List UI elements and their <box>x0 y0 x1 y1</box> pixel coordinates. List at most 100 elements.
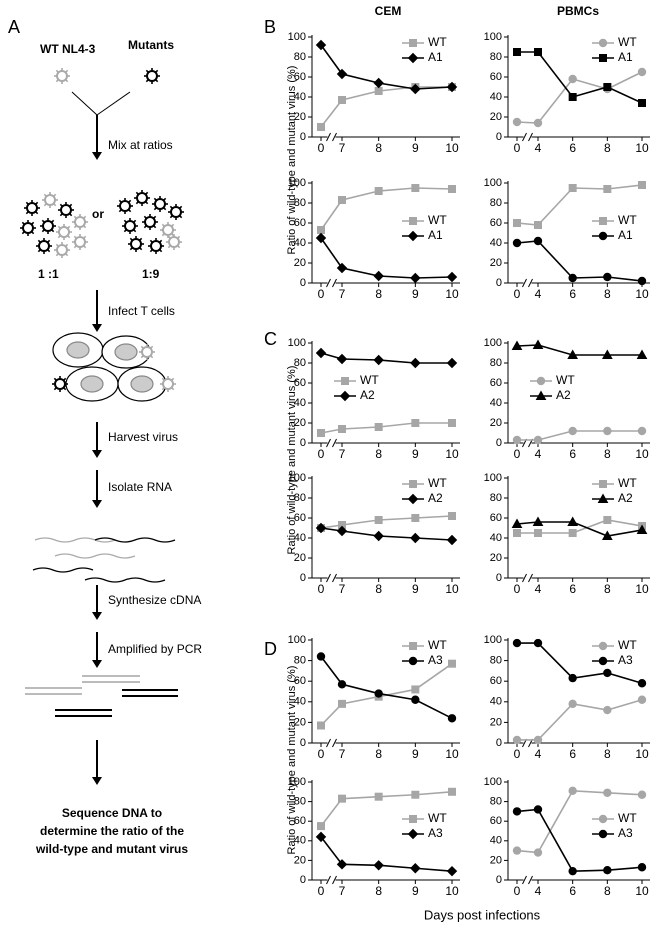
virus-body <box>119 200 131 212</box>
virus-icon <box>72 234 88 250</box>
virus-body <box>150 240 162 252</box>
axis-break <box>523 738 532 748</box>
y-tick-label: 100 <box>484 776 502 788</box>
y-tick-label: 0 <box>300 437 306 449</box>
y-tick-label: 60 <box>490 675 502 687</box>
data-point <box>598 656 608 666</box>
virus-icon <box>148 238 164 254</box>
data-point <box>374 187 383 195</box>
virus-icon <box>117 198 133 214</box>
legend-label: WT <box>428 35 447 49</box>
virus-body <box>162 378 174 390</box>
virus-body <box>54 378 66 390</box>
virus-icon <box>54 68 70 84</box>
arrow-head <box>92 612 102 620</box>
virus-body <box>124 220 136 232</box>
y-tick-label: 60 <box>490 815 502 827</box>
x-tick-label: 8 <box>375 287 382 301</box>
data-point <box>338 196 346 204</box>
data-point <box>317 429 325 437</box>
x-tick-label: 8 <box>604 884 611 898</box>
axis-break <box>332 132 337 142</box>
data-point <box>408 656 418 666</box>
axis-break <box>523 438 532 448</box>
step-label: Amplified by PCR <box>108 642 202 656</box>
data-point <box>637 790 647 799</box>
wt-label: WT NL4-3 <box>40 42 96 56</box>
axis-break <box>332 738 337 748</box>
data-point <box>601 349 613 359</box>
data-point <box>637 276 647 286</box>
data-point <box>317 226 325 234</box>
data-point <box>446 865 458 877</box>
virus-icon <box>24 200 40 216</box>
data-point <box>317 123 325 131</box>
series-line <box>516 240 643 282</box>
legend-label: A2 <box>618 491 633 505</box>
data-point <box>407 230 419 242</box>
series-line <box>320 86 452 128</box>
virus-body <box>42 220 54 232</box>
x-tick-label: 10 <box>635 747 649 761</box>
data-point <box>567 516 579 526</box>
axis-break <box>522 875 527 885</box>
x-tick-label: 8 <box>604 447 611 461</box>
data-point <box>448 787 456 796</box>
data-point <box>637 67 647 77</box>
y-tick-label: 60 <box>294 815 306 827</box>
virus-icon <box>58 202 74 218</box>
data-point <box>446 534 458 546</box>
data-point <box>533 435 543 445</box>
data-point <box>637 426 647 436</box>
x-tick-label: 10 <box>445 447 459 461</box>
x-tick-label: 10 <box>635 287 649 301</box>
x-tick-label: 7 <box>339 287 346 301</box>
y-tick-label: 80 <box>490 492 502 504</box>
diagram: WT NL4-3 Mutants Mix at ratios or 1 :1 1… <box>25 38 202 856</box>
data-point <box>446 81 458 93</box>
data-point <box>448 185 456 193</box>
virus-body <box>170 206 182 218</box>
data-point <box>410 83 421 95</box>
data-point <box>638 99 646 107</box>
virus-icon <box>56 224 72 240</box>
final-step: wild-type and mutant virus <box>35 842 188 856</box>
y-tick-label: 80 <box>490 197 502 209</box>
virus-icon <box>42 192 58 208</box>
data-point <box>341 377 349 385</box>
data-point <box>409 217 417 225</box>
data-point <box>568 74 577 84</box>
virus-body <box>74 216 86 228</box>
data-point <box>603 185 612 193</box>
axis-break <box>327 875 336 885</box>
y-tick-label: 20 <box>294 716 306 728</box>
virus-icon <box>52 376 68 392</box>
y-tick-label: 40 <box>294 237 306 249</box>
virus-body <box>146 70 158 82</box>
x-tick-label: 9 <box>412 747 419 761</box>
y-tick-label: 0 <box>496 131 502 143</box>
data-point <box>338 96 346 104</box>
data-point <box>407 493 419 505</box>
y-tick-label: 20 <box>490 716 502 728</box>
legend-label: A3 <box>618 826 633 840</box>
virus-body <box>56 70 68 82</box>
x-tick-label: 10 <box>635 141 649 155</box>
y-tick-label: 100 <box>484 337 502 349</box>
data-point <box>603 426 612 436</box>
axis-break <box>522 573 527 583</box>
x-tick-label: 9 <box>412 447 419 461</box>
series-line <box>516 71 643 124</box>
data-point <box>338 425 346 433</box>
legend-label: WT <box>428 638 447 652</box>
y-tick-label: 40 <box>294 696 306 708</box>
dna-bars <box>25 675 178 717</box>
data-point <box>534 221 542 229</box>
data-point <box>512 735 522 745</box>
axis-break <box>326 875 331 885</box>
panel-label: B <box>264 17 276 37</box>
